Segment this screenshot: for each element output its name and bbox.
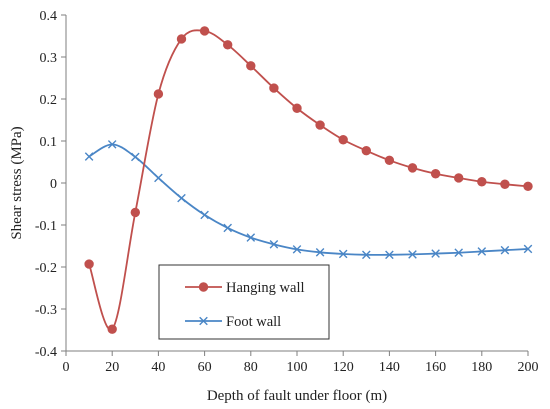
data-point <box>176 34 187 44</box>
data-point <box>292 245 302 254</box>
data-point <box>315 120 325 130</box>
legend-box <box>158 264 330 340</box>
legend-label: Foot wall <box>226 314 281 330</box>
x-tick-label: 80 <box>244 360 258 375</box>
y-tick-label: -0.4 <box>35 345 57 360</box>
data-point <box>130 207 141 218</box>
data-point <box>431 249 440 258</box>
data-point <box>222 40 233 50</box>
data-point <box>269 240 279 249</box>
data-point <box>107 324 117 334</box>
data-point <box>200 210 209 220</box>
y-tick-label: 0.2 <box>40 93 58 108</box>
axes: 0 20 40 60 80 100 120 140 160 180 200 -0.4 -0.3 -0.2 -… <box>9 9 539 404</box>
data-point <box>338 135 348 145</box>
data-point <box>477 177 487 187</box>
x-tick-label: 120 <box>333 360 354 375</box>
x-tick-label: 40 <box>151 360 165 375</box>
x-tick-label: 160 <box>425 360 446 375</box>
data-point <box>430 169 441 179</box>
x-axis-label: Depth of fault under floor (m) <box>207 388 387 404</box>
data-point <box>246 233 256 242</box>
data-point <box>153 89 164 99</box>
data-point <box>362 250 371 260</box>
data-point <box>269 83 279 93</box>
data-point <box>246 61 256 71</box>
y-tick-label: 0 <box>50 177 57 192</box>
y-axis-label: Shear stress (MPa) <box>9 126 25 239</box>
x-tick-label: 180 <box>471 360 492 375</box>
legend-marker <box>199 316 208 326</box>
legend-label: Hanging wall <box>226 280 305 296</box>
data-point <box>408 250 417 259</box>
legend-marker <box>198 282 209 292</box>
data-point <box>454 173 464 183</box>
data-point <box>500 179 510 189</box>
data-point <box>154 173 163 183</box>
data-point <box>107 140 117 149</box>
data-point <box>292 103 302 113</box>
data-point <box>384 155 395 166</box>
x-tick-label: 60 <box>198 360 212 375</box>
y-tick-label: 0.4 <box>40 9 58 24</box>
x-tick-label: 0 <box>63 360 70 375</box>
y-tick-label: 0.1 <box>40 135 58 150</box>
data-point <box>361 145 372 156</box>
x-tick-label: 140 <box>379 360 400 375</box>
series-hanging-wall <box>84 26 533 334</box>
data-point <box>477 247 487 256</box>
data-point <box>523 181 533 192</box>
data-point <box>177 193 186 203</box>
y-tick-label: -0.2 <box>35 261 57 276</box>
data-point <box>523 244 533 254</box>
series-foot-wall <box>84 140 533 260</box>
data-point <box>315 248 325 257</box>
data-point <box>454 248 463 258</box>
y-tick-label: -0.1 <box>35 219 57 234</box>
data-point <box>338 249 348 259</box>
x-tick-label: 20 <box>105 360 119 375</box>
data-point <box>385 250 394 260</box>
data-point <box>84 259 94 269</box>
data-point <box>500 245 510 255</box>
y-tick-label: -0.3 <box>35 303 57 318</box>
data-point <box>84 152 94 161</box>
data-point <box>407 163 418 173</box>
x-tick-label: 100 <box>287 360 308 375</box>
legend: Hanging wall Foot wall <box>158 264 330 340</box>
series-layer <box>84 26 533 334</box>
data-point <box>223 223 232 233</box>
x-tick-label: 200 <box>518 360 539 375</box>
data-point <box>131 152 140 162</box>
y-tick-label: 0.3 <box>40 51 58 66</box>
data-point <box>199 26 210 36</box>
